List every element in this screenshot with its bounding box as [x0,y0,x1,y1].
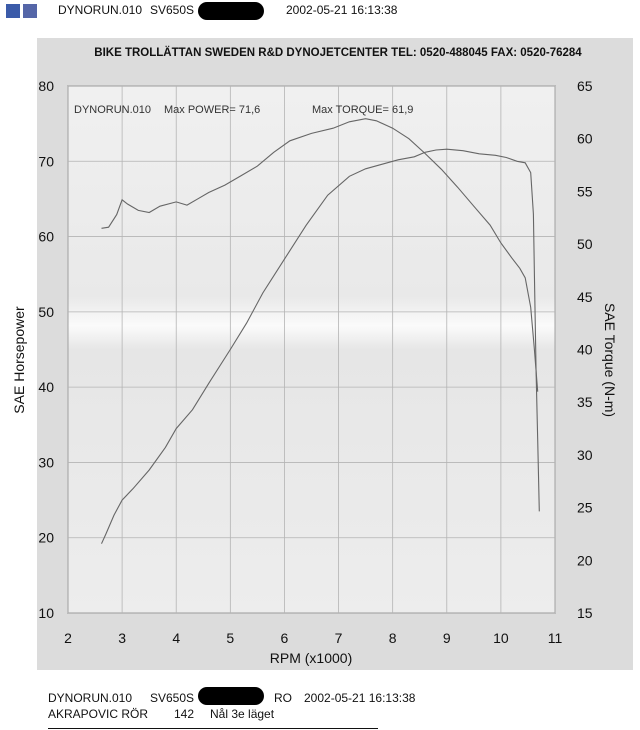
footer-run-name: DYNORUN.010 [48,691,133,705]
x-tick-label: 2 [64,630,72,646]
y-left-tick-label: 40 [38,379,54,395]
y-left-tick-label: 30 [38,454,54,470]
footer-model: SV650S [150,691,195,705]
y-left-tick-label: 20 [38,530,54,546]
annotation-max-power: Max POWER= 71,6 [164,104,260,116]
x-tick-label: 8 [389,630,397,646]
torque-curve [101,118,539,392]
x-tick-label: 5 [226,630,234,646]
y-right-tick-label: 20 [577,552,593,568]
chart-header: BIKE TROLLÄTTAN SWEDEN R&D DYNOJETCENTER… [94,46,582,59]
y-right-tick-label: 35 [577,394,593,410]
x-tick-label: 4 [172,630,180,646]
x-tick-label: 7 [335,630,343,646]
x-axis-label: RPM (x1000) [270,650,352,666]
y-right-tick-label: 30 [577,447,593,463]
y-left-tick-label: 70 [38,153,54,169]
redaction-mark [198,2,264,20]
y-right-tick-label: 15 [577,605,593,621]
annotation-max-torque: Max TORQUE= 61,9 [312,104,413,116]
footer-number: 142 [174,707,195,721]
app-logo-square [23,4,37,18]
run-timestamp: 2002-05-21 16:13:38 [286,3,398,17]
y-left-tick-label: 80 [38,78,54,94]
footer-redaction-mark [198,687,264,705]
footer-exhaust: AKRAPOVIC RÖR [48,707,149,721]
y-right-tick-label: 60 [577,131,593,147]
footer-timestamp: 2002-05-21 16:13:38 [304,691,416,705]
y-left-tick-label: 10 [38,605,54,621]
y-right-tick-label: 40 [577,342,593,358]
annotation-run: DYNORUN.010 [74,104,151,116]
y-left-tick-label: 60 [38,229,54,245]
footer-needle-setting: Nål 3e läget [210,707,275,721]
footer-code: RO [274,691,292,705]
y-right-tick-label: 55 [577,183,593,199]
y-left-tick-label: 50 [38,304,54,320]
y-right-tick-label: 50 [577,236,593,252]
run-name: DYNORUN.010 [58,3,143,17]
y-right-tick-label: 45 [577,289,593,305]
app-logo-square [6,4,20,18]
y-right-tick-label: 25 [577,500,593,516]
x-tick-label: 6 [281,630,289,646]
footer: DYNORUN.010 SV650S RO 2002-05-21 16:13:3… [0,685,640,730]
y-axis-left-label: SAE Horsepower [11,306,27,414]
plot-area [67,85,556,614]
y-right-tick-label: 65 [577,78,593,94]
x-tick-label: 3 [118,630,126,646]
horsepower-curve [100,148,540,544]
model-name: SV650S [150,3,195,17]
top-header: DYNORUN.010 SV650S 2002-05-21 16:13:38 [0,0,640,22]
y-axis-right-label: SAE Torque (N-m) [602,303,618,417]
x-tick-label: 11 [548,630,563,646]
x-tick-label: 10 [493,630,509,646]
x-tick-label: 9 [443,630,451,646]
footer-rule [48,728,378,729]
